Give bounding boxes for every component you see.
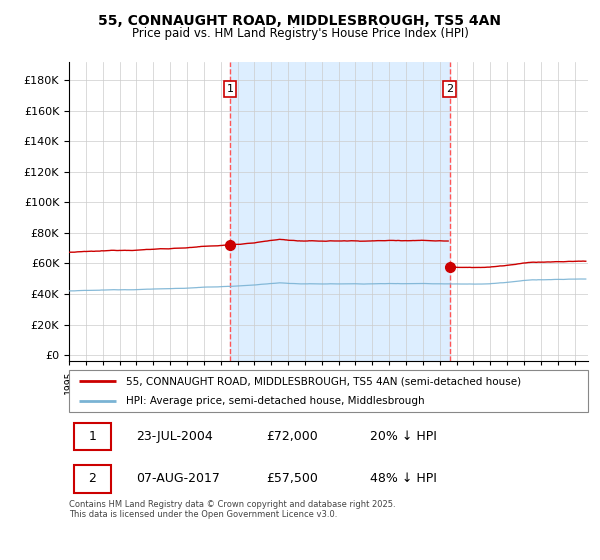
Text: 55, CONNAUGHT ROAD, MIDDLESBROUGH, TS5 4AN: 55, CONNAUGHT ROAD, MIDDLESBROUGH, TS5 4… (98, 14, 502, 28)
Text: 48% ↓ HPI: 48% ↓ HPI (370, 473, 437, 486)
Text: Price paid vs. HM Land Registry's House Price Index (HPI): Price paid vs. HM Land Registry's House … (131, 27, 469, 40)
Text: 1: 1 (88, 430, 96, 443)
FancyBboxPatch shape (74, 465, 110, 493)
Text: 07-AUG-2017: 07-AUG-2017 (136, 473, 220, 486)
Text: 23-JUL-2004: 23-JUL-2004 (136, 430, 213, 443)
Text: £57,500: £57,500 (266, 473, 318, 486)
Text: HPI: Average price, semi-detached house, Middlesbrough: HPI: Average price, semi-detached house,… (126, 396, 425, 406)
Text: Contains HM Land Registry data © Crown copyright and database right 2025.
This d: Contains HM Land Registry data © Crown c… (69, 500, 395, 519)
Bar (230, 62, 450, 361)
Text: 55, CONNAUGHT ROAD, MIDDLESBROUGH, TS5 4AN (semi-detached house): 55, CONNAUGHT ROAD, MIDDLESBROUGH, TS5 4… (126, 376, 521, 386)
FancyBboxPatch shape (74, 423, 110, 450)
Text: 2: 2 (88, 473, 96, 486)
Text: 2: 2 (446, 84, 454, 94)
Text: £72,000: £72,000 (266, 430, 318, 443)
FancyBboxPatch shape (69, 370, 588, 412)
Text: 1: 1 (227, 84, 233, 94)
Text: 20% ↓ HPI: 20% ↓ HPI (370, 430, 437, 443)
